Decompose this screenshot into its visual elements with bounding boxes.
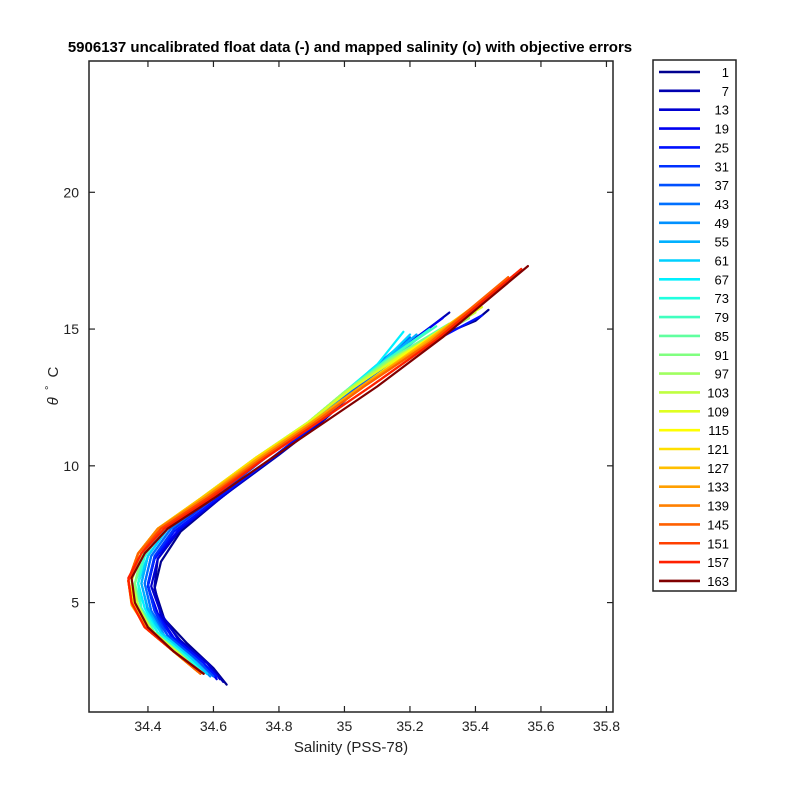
legend-item: 115 — [659, 423, 729, 438]
legend-label: 49 — [715, 216, 729, 231]
legend-label: 103 — [707, 385, 729, 400]
legend-label: 25 — [715, 140, 729, 155]
legend-label: 31 — [715, 159, 729, 174]
legend-item: 79 — [659, 310, 729, 325]
legend-label: 127 — [707, 461, 729, 476]
legend-item: 127 — [659, 461, 729, 476]
x-tick-label: 34.8 — [265, 718, 292, 734]
legend-label: 55 — [715, 235, 729, 250]
legend-entries: 1 7 13 19 25 31 37 43 49 55 61 67 73 79 85 91 97 103 109 11… — [659, 65, 729, 589]
legend-label: 43 — [715, 197, 729, 212]
legend-item: 91 — [659, 348, 729, 363]
legend-label: 145 — [707, 517, 729, 532]
legend-item: 61 — [659, 254, 729, 269]
legend-label: 133 — [707, 480, 729, 495]
legend-label: 61 — [715, 254, 729, 269]
legend-label: 13 — [715, 103, 729, 118]
legend-item: 109 — [659, 404, 729, 419]
y-axis-label: θ ° C — [40, 366, 62, 405]
legend-item: 43 — [659, 197, 729, 212]
legend-item: 157 — [659, 555, 729, 570]
legend-label: 115 — [708, 423, 729, 438]
legend-label: 151 — [707, 536, 729, 551]
legend-item: 67 — [659, 272, 729, 287]
legend-item: 151 — [659, 536, 729, 551]
y-tick-label: 10 — [63, 458, 79, 474]
series-line-163 — [130, 265, 530, 675]
y-axis-label-degree: ° — [44, 386, 56, 390]
legend-label: 67 — [715, 272, 729, 287]
legend-item: 163 — [659, 574, 729, 589]
legend-label: 1 — [722, 65, 729, 80]
legend-label: 7 — [722, 84, 729, 99]
plot-area: 34.4 34.6 34.8 35 35.2 35.4 35.6 35.8 5 10 15 20 — [63, 60, 620, 734]
x-tick-label: 35.8 — [593, 718, 620, 734]
legend-label: 79 — [715, 310, 729, 325]
x-tick-label: 35.2 — [396, 718, 423, 734]
legend-item: 1 — [659, 65, 729, 80]
legend-item: 25 — [659, 140, 729, 155]
legend-label: 73 — [715, 291, 729, 306]
legend-item: 49 — [659, 216, 729, 231]
legend-label: 157 — [707, 555, 729, 570]
legend-item: 7 — [659, 84, 729, 99]
x-axis-label: Salinity (PSS-78) — [294, 739, 408, 756]
legend-label: 37 — [715, 178, 729, 193]
x-tick-label: 35 — [337, 718, 353, 734]
legend: 1 7 13 19 25 31 37 43 49 55 61 67 73 79 85 91 97 103 109 11… — [652, 59, 737, 592]
legend-item: 37 — [659, 178, 729, 193]
legend-label: 109 — [707, 404, 729, 419]
y-axis-label-unit: C — [45, 366, 62, 377]
legend-item: 97 — [659, 367, 729, 382]
legend-label: 97 — [715, 367, 729, 382]
legend-label: 19 — [715, 122, 729, 137]
x-tick-label: 34.6 — [200, 718, 227, 734]
x-tick-label: 35.6 — [527, 718, 554, 734]
series-layer — [127, 265, 530, 686]
series-line-157 — [127, 267, 523, 675]
legend-item: 31 — [659, 159, 729, 174]
legend-label: 121 — [707, 442, 729, 457]
legend-item: 139 — [659, 499, 729, 514]
legend-item: 133 — [659, 480, 729, 495]
legend-label: 139 — [707, 499, 729, 514]
legend-item: 73 — [659, 291, 729, 306]
legend-item: 19 — [659, 122, 729, 137]
legend-item: 121 — [659, 442, 729, 457]
y-tick-label: 15 — [63, 321, 79, 337]
legend-item: 145 — [659, 517, 729, 532]
x-tick-label: 35.4 — [462, 718, 489, 734]
legend-item: 103 — [659, 385, 729, 400]
legend-label: 163 — [707, 574, 729, 589]
legend-item: 55 — [659, 235, 729, 250]
legend-item: 85 — [659, 329, 729, 344]
y-tick-label: 20 — [63, 184, 79, 200]
legend-label: 91 — [715, 348, 729, 363]
y-tick-label: 5 — [71, 595, 79, 611]
y-axis-label-symbol: θ — [45, 397, 62, 405]
chart-title: 5906137 uncalibrated float data (-) and … — [68, 39, 632, 56]
ticks-layer: 34.4 34.6 34.8 35 35.2 35.4 35.6 35.8 5 10 15 20 — [63, 61, 620, 734]
legend-label: 85 — [715, 329, 729, 344]
x-tick-label: 34.4 — [134, 718, 161, 734]
legend-item: 13 — [659, 103, 729, 118]
